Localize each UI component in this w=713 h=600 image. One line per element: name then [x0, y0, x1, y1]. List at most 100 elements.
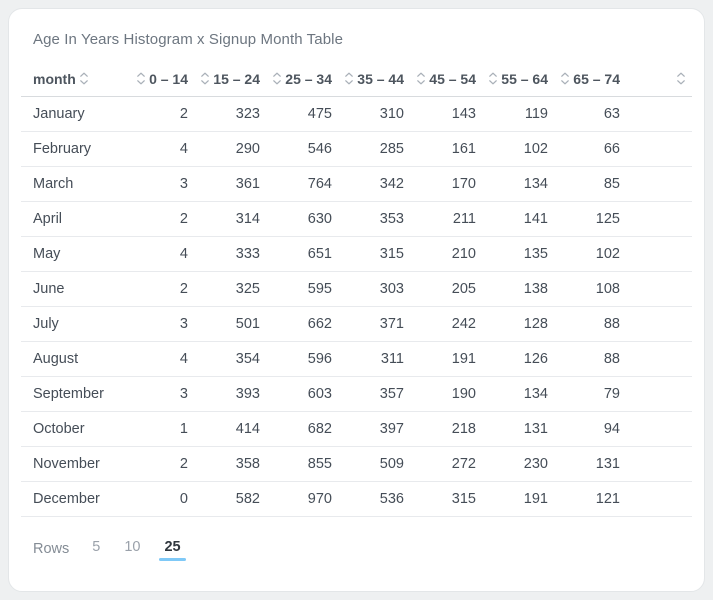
column-header-label: 15 – 24: [213, 70, 260, 87]
value-cell: 662: [270, 306, 342, 342]
column-header-label: 45 – 54: [429, 70, 476, 87]
sort-icon: [344, 71, 354, 86]
column-header-15-24[interactable]: 15 – 24: [198, 62, 270, 97]
column-header-35-44[interactable]: 35 – 44: [342, 62, 414, 97]
value-cell: 315: [342, 236, 414, 272]
header-row: month 0 – 14 15 – 24: [21, 62, 692, 97]
value-cell: 131: [486, 411, 558, 447]
value-cell: 272: [414, 446, 486, 482]
column-header-month[interactable]: month: [21, 62, 126, 97]
column-header-25-34[interactable]: 25 – 34: [270, 62, 342, 97]
value-cell: 582: [198, 481, 270, 517]
value-cell: 2: [126, 446, 198, 482]
value-cell: 102: [558, 236, 630, 272]
rows-per-page: Rows 5 10 25: [21, 517, 692, 561]
value-cell: 191: [486, 481, 558, 517]
month-cell: June: [21, 271, 126, 307]
value-cell: 94: [558, 411, 630, 447]
column-header-45-54[interactable]: 45 – 54: [414, 62, 486, 97]
value-cell: 128: [486, 306, 558, 342]
value-cell: 371: [342, 306, 414, 342]
month-cell: December: [21, 481, 126, 517]
value-cell: 397: [342, 411, 414, 447]
value-cell: 143: [414, 96, 486, 132]
month-cell: February: [21, 131, 126, 167]
table-row: May 4 333 651 315 210 135 102: [21, 236, 692, 272]
value-cell: 4: [126, 131, 198, 167]
value-cell: 3: [126, 306, 198, 342]
spacer-cell: [630, 481, 692, 517]
rows-label: Rows: [33, 540, 70, 557]
month-cell: January: [21, 96, 126, 132]
month-cell: August: [21, 341, 126, 377]
spacer-cell: [630, 201, 692, 237]
rows-option-10[interactable]: 10: [124, 538, 141, 555]
value-cell: 353: [342, 201, 414, 237]
value-cell: 630: [270, 201, 342, 237]
table-row: January 2 323 475 310 143 119 63: [21, 96, 692, 132]
value-cell: 119: [486, 96, 558, 132]
value-cell: 210: [414, 236, 486, 272]
rows-option-25[interactable]: 25: [159, 537, 186, 561]
spacer-cell: [630, 236, 692, 272]
value-cell: 311: [342, 341, 414, 377]
value-cell: 303: [342, 271, 414, 307]
value-cell: 290: [198, 131, 270, 167]
value-cell: 134: [486, 376, 558, 412]
value-cell: 191: [414, 341, 486, 377]
sort-icon: [200, 71, 210, 86]
value-cell: 126: [486, 341, 558, 377]
value-cell: 333: [198, 236, 270, 272]
value-cell: 764: [270, 166, 342, 202]
value-cell: 325: [198, 271, 270, 307]
value-cell: 205: [414, 271, 486, 307]
value-cell: 651: [270, 236, 342, 272]
table-row: April 2 314 630 353 211 141 125: [21, 201, 692, 237]
sort-icon: [416, 71, 426, 86]
value-cell: 135: [486, 236, 558, 272]
column-header-0-14[interactable]: 0 – 14: [126, 62, 198, 97]
value-cell: 596: [270, 341, 342, 377]
table-row: March 3 361 764 342 170 134 85: [21, 166, 692, 202]
table-row: December 0 582 970 536 315 191 121: [21, 481, 692, 517]
spacer-cell: [630, 131, 692, 167]
rows-option-5[interactable]: 5: [92, 538, 101, 555]
month-cell: October: [21, 411, 126, 447]
value-cell: 4: [126, 236, 198, 272]
column-header-label: 35 – 44: [357, 70, 404, 87]
spacer-cell: [630, 96, 692, 132]
value-cell: 501: [198, 306, 270, 342]
table-row: February 4 290 546 285 161 102 66: [21, 131, 692, 167]
column-header-label: 0 – 14: [149, 70, 188, 87]
table-row: July 3 501 662 371 242 128 88: [21, 306, 692, 342]
value-cell: 357: [342, 376, 414, 412]
column-header-overflow[interactable]: [630, 62, 692, 97]
spacer-cell: [630, 411, 692, 447]
column-header-label: 55 – 64: [501, 70, 548, 87]
spacer-cell: [630, 341, 692, 377]
value-cell: 3: [126, 166, 198, 202]
value-cell: 0: [126, 481, 198, 517]
column-header-label: 25 – 34: [285, 70, 332, 87]
table-row: June 2 325 595 303 205 138 108: [21, 271, 692, 307]
column-header-label: month: [33, 70, 76, 87]
value-cell: 361: [198, 166, 270, 202]
value-cell: 546: [270, 131, 342, 167]
value-cell: 1: [126, 411, 198, 447]
table-body: January 2 323 475 310 143 119 63 Februar…: [21, 96, 692, 517]
column-header-55-64[interactable]: 55 – 64: [486, 62, 558, 97]
value-cell: 141: [486, 201, 558, 237]
value-cell: 85: [558, 166, 630, 202]
value-cell: 310: [342, 96, 414, 132]
value-cell: 108: [558, 271, 630, 307]
column-header-label: 65 – 74: [573, 70, 620, 87]
value-cell: 603: [270, 376, 342, 412]
value-cell: 4: [126, 341, 198, 377]
table-row: August 4 354 596 311 191 126 88: [21, 341, 692, 377]
value-cell: 393: [198, 376, 270, 412]
month-cell: March: [21, 166, 126, 202]
month-cell: July: [21, 306, 126, 342]
column-header-65-74[interactable]: 65 – 74: [558, 62, 630, 97]
value-cell: 170: [414, 166, 486, 202]
sort-icon: [136, 71, 146, 86]
